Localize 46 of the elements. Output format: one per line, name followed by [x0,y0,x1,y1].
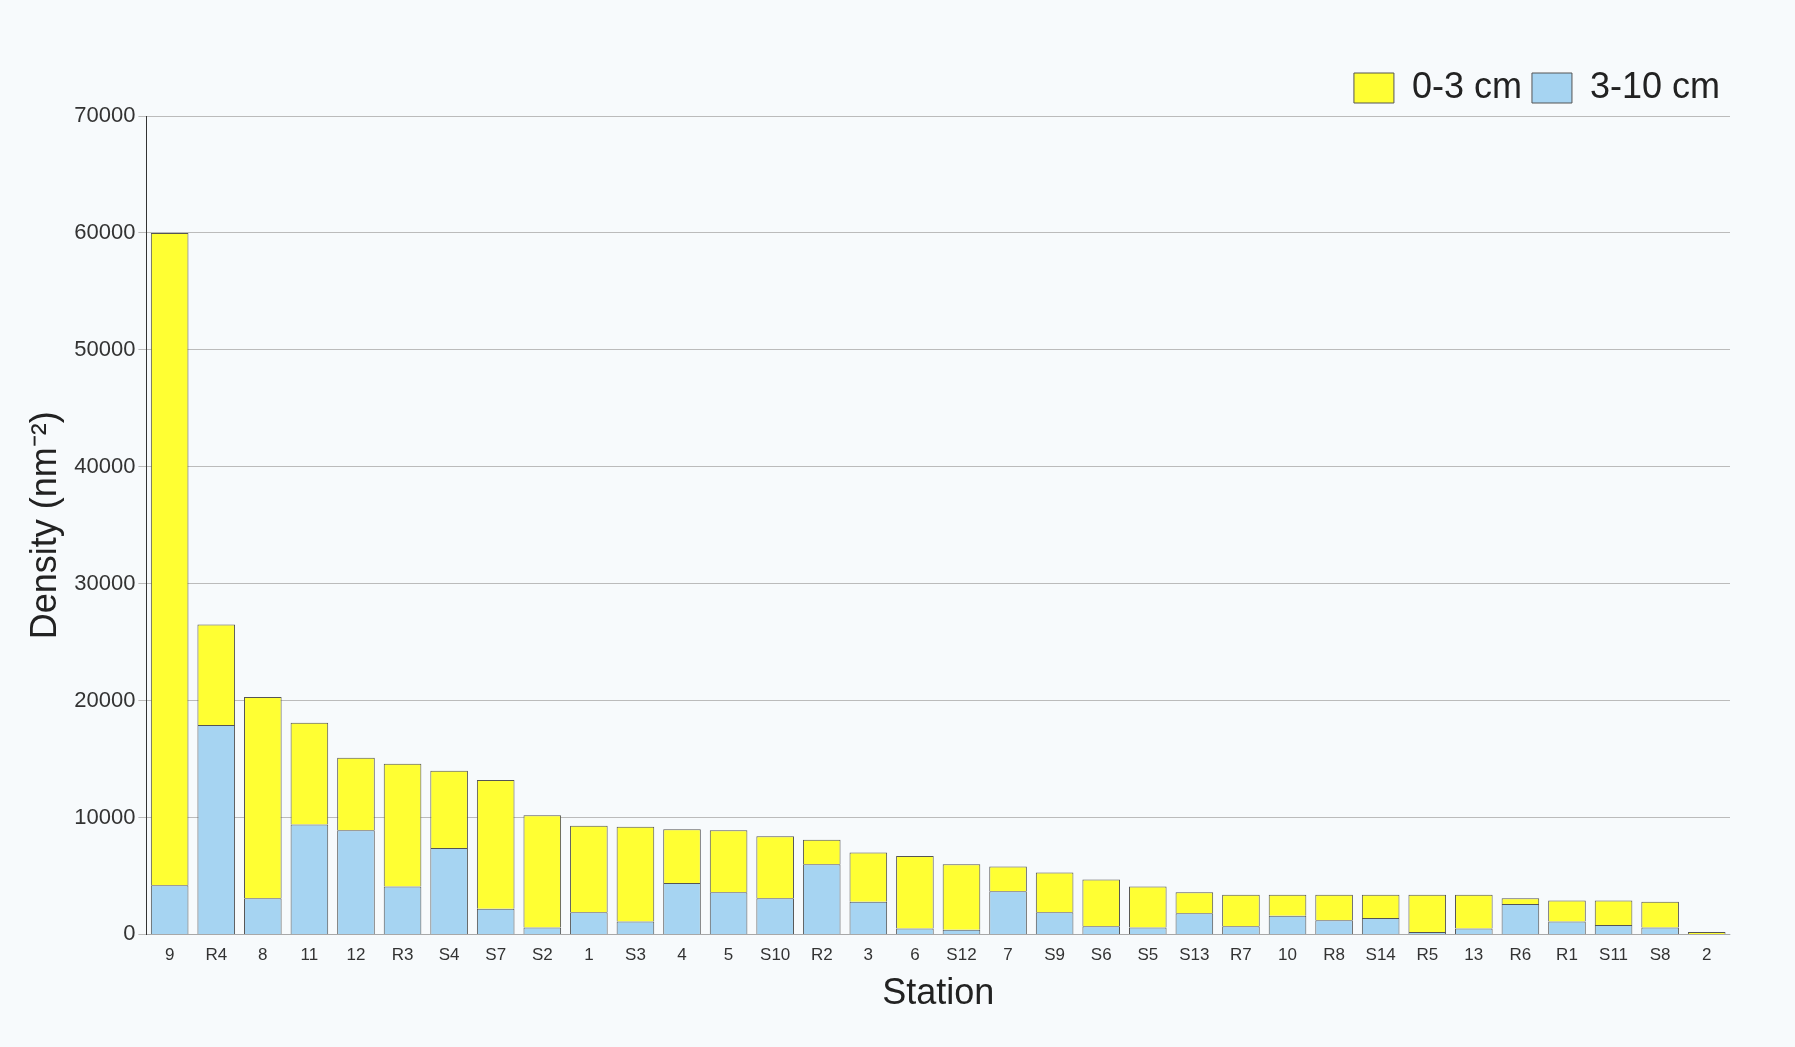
x-tick-label: S13 [1179,945,1210,965]
x-tick-label: 13 [1464,945,1484,965]
x-tick-label: S2 [531,945,553,965]
x-tick-label: R7 [1230,945,1252,965]
x-tick-label: S4 [438,945,460,965]
x-tick-label: 7 [1003,945,1013,965]
x-tick-label: 12 [346,945,366,965]
x-tick-label: 3 [863,945,874,965]
y-tick-label: 0 [123,920,136,946]
x-tick-label: S14 [1365,945,1396,965]
x-tick-label: 1 [584,945,594,965]
x-tick-label: S3 [625,945,646,965]
x-tick-label: S7 [485,945,507,965]
x-tick-label: S5 [1137,945,1159,965]
y-tick-label: 40000 [74,452,136,478]
y-tick-label: 70000 [74,102,136,128]
x-tick-label: R3 [391,945,414,965]
legend-label: 0-3 cm [1411,64,1522,106]
x-tick-label: S6 [1090,945,1112,965]
x-tick-label: S9 [1044,945,1066,965]
y-tick-label: 50000 [74,335,136,361]
x-tick-label: R5 [1416,945,1439,965]
x-axis-title: Station [882,971,995,1013]
x-tick-label: 5 [723,945,734,965]
x-tick-label: S11 [1599,945,1629,965]
x-tick-label: 8 [258,945,268,965]
y-tick-label: 60000 [74,218,136,244]
x-tick-label: 4 [677,945,687,965]
x-tick-label: R6 [1509,945,1532,965]
x-tick-label: S10 [760,945,791,965]
x-tick-label: 10 [1278,945,1297,965]
x-tick-label: R1 [1556,945,1578,965]
x-tick-label: 11 [300,945,319,965]
legend-label: 3-10 cm [1589,64,1720,106]
x-tick-label: 2 [1701,945,1712,965]
x-tick-label: R4 [205,945,228,965]
x-tick-label: 9 [164,945,175,965]
x-tick-label: R8 [1323,945,1345,965]
y-axis-title: Density (nm⁻²) [22,411,64,640]
y-tick-label: 30000 [74,569,136,595]
y-tick-label: 10000 [74,803,136,829]
x-tick-label: 6 [910,945,920,965]
x-tick-label: R2 [810,945,833,965]
y-tick-label: 20000 [74,686,136,712]
x-tick-label: S12 [946,945,977,965]
x-tick-label: S8 [1649,945,1671,965]
